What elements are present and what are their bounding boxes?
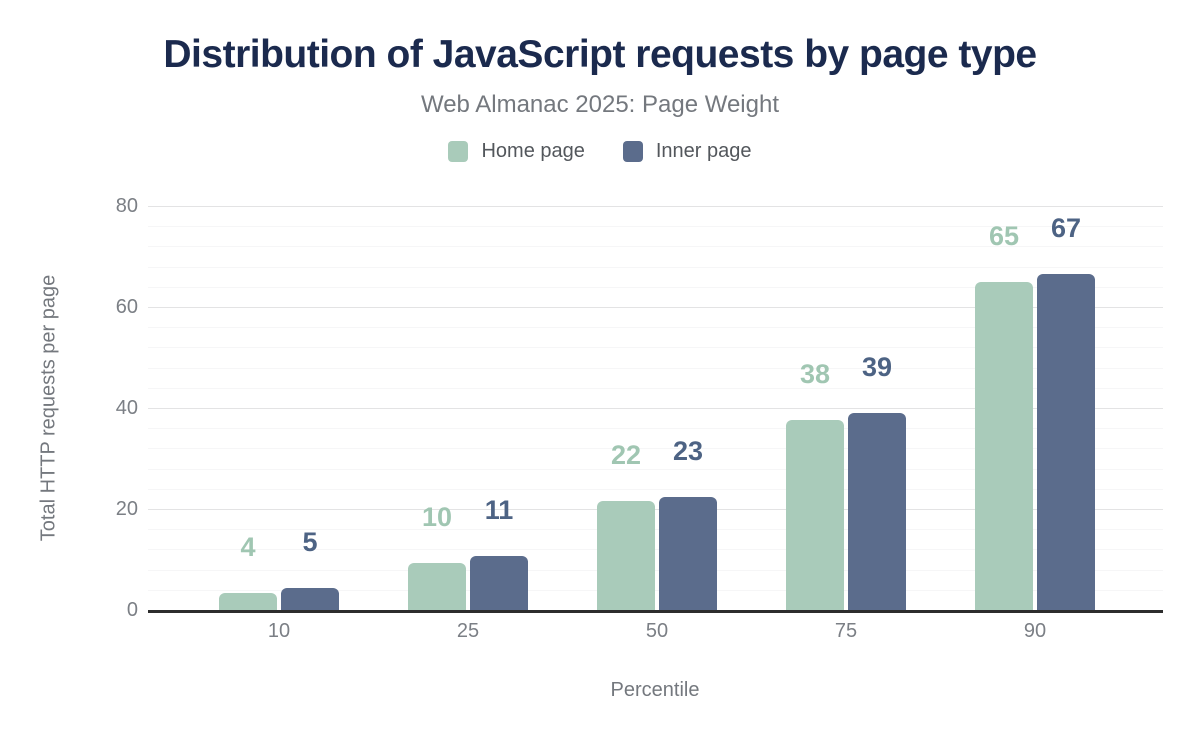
bar-home-page-p75[interactable]: [786, 419, 844, 610]
bar-value-label: 4: [240, 531, 256, 562]
bar-inner-page-p25[interactable]: [470, 555, 528, 610]
gridline-minor: [148, 589, 1163, 591]
y-axis-title: Total HTTP requests per page: [37, 274, 60, 542]
legend-item-home-page[interactable]: Home page: [448, 140, 585, 163]
x-tick-label: 50: [645, 620, 669, 642]
gridline-minor: [148, 428, 1163, 430]
legend-item-inner-page[interactable]: Inner page: [622, 140, 752, 163]
y-tick-label: 0: [126, 599, 138, 621]
gridline-minor: [148, 569, 1163, 571]
y-tick-label: 20: [115, 498, 138, 520]
bar-value-label: 10: [421, 501, 453, 532]
legend: Home page Inner page: [0, 140, 1200, 163]
gridline-minor: [148, 266, 1163, 268]
gridline-minor: [148, 246, 1163, 248]
bar-home-page-p50[interactable]: [597, 500, 655, 610]
bar-value-label: 22: [610, 439, 642, 470]
bar-inner-page-p75[interactable]: [848, 412, 906, 610]
y-tick-label: 60: [115, 296, 138, 318]
gridline-major: [148, 509, 1163, 510]
bar-home-page-p10[interactable]: [219, 592, 277, 610]
gridline-minor: [148, 226, 1163, 228]
bar-value-label: 5: [302, 526, 318, 557]
gridline-minor: [148, 367, 1163, 369]
bar-value-label: 67: [1050, 212, 1082, 243]
gridline-major: [148, 408, 1163, 409]
gridline-minor: [148, 327, 1163, 329]
bar-value-label: 38: [799, 358, 831, 389]
bar-value-label: 23: [672, 435, 704, 466]
x-tick-label: 10: [267, 620, 291, 642]
gridline-minor: [148, 468, 1163, 470]
x-tick-label: 75: [834, 620, 858, 642]
bar-inner-page-p90[interactable]: [1037, 273, 1095, 610]
gridline-major: [148, 307, 1163, 308]
bar-value-label: 65: [988, 221, 1020, 252]
home-page-swatch-icon: [448, 141, 469, 162]
gridline-minor: [148, 286, 1163, 288]
gridline-minor: [148, 387, 1163, 389]
y-tick-label: 80: [115, 195, 138, 217]
bar-value-label: 11: [484, 494, 514, 525]
x-axis-title: Percentile: [610, 679, 700, 701]
legend-label-inner-page: Inner page: [655, 140, 752, 162]
gridline-major: [148, 206, 1163, 207]
gridline-minor: [148, 549, 1163, 551]
bar-value-label: 39: [861, 351, 893, 382]
chart-title: Distribution of JavaScript requests by p…: [163, 33, 1037, 76]
gridline-minor: [148, 488, 1163, 490]
bar-inner-page-p50[interactable]: [659, 496, 717, 610]
y-tick-label: 40: [115, 397, 138, 419]
bar-home-page-p25[interactable]: [408, 562, 466, 610]
x-tick-label: 25: [456, 620, 480, 642]
bar-home-page-p90[interactable]: [975, 282, 1033, 610]
legend-label-home-page: Home page: [481, 140, 585, 162]
gridline-minor: [148, 347, 1163, 349]
chart-subtitle: Web Almanac 2025: Page Weight: [420, 91, 779, 118]
x-axis-line: [148, 610, 1163, 613]
x-tick-label: 90: [1023, 620, 1047, 642]
gridline-minor: [148, 448, 1163, 450]
bar-inner-page-p10[interactable]: [281, 587, 339, 610]
gridline-minor: [148, 529, 1163, 531]
inner-page-swatch-icon: [622, 141, 643, 162]
